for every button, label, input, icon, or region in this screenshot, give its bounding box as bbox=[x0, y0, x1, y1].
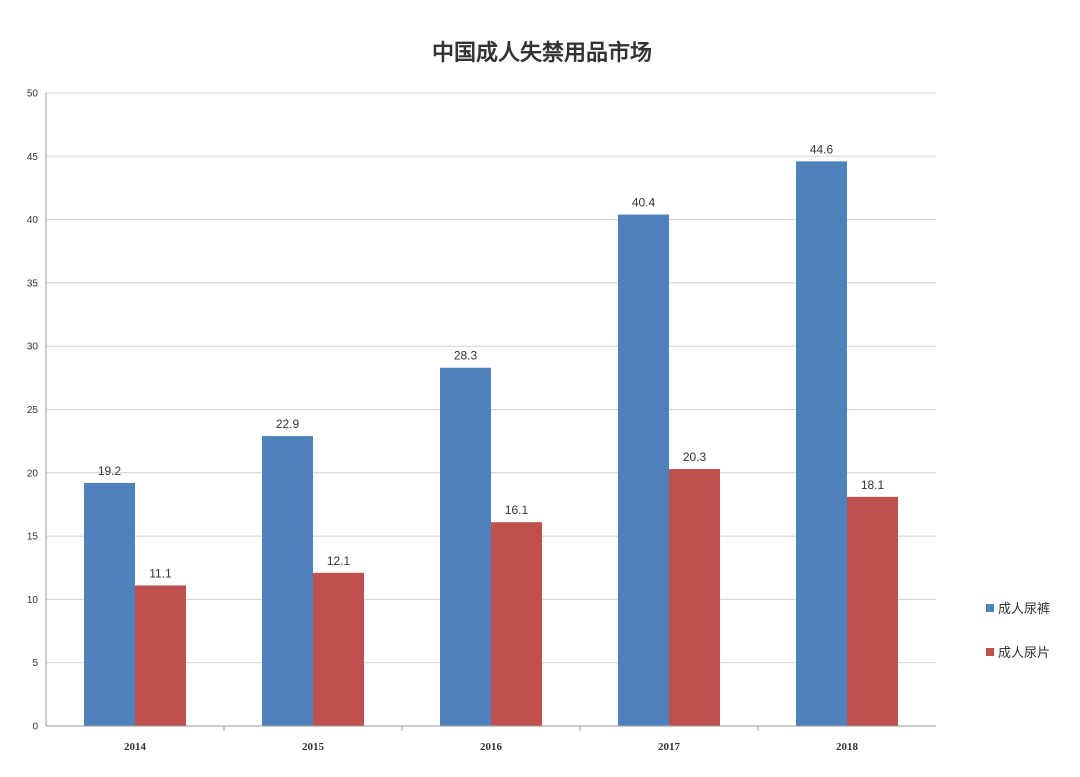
data-label: 16.1 bbox=[505, 503, 529, 517]
x-tick-label: 2014 bbox=[124, 741, 147, 753]
y-tick-label: 5 bbox=[32, 658, 38, 669]
x-tick-label: 2018 bbox=[836, 741, 859, 753]
y-tick-label: 45 bbox=[27, 152, 39, 163]
data-label: 20.3 bbox=[683, 450, 707, 464]
legend-swatch bbox=[986, 604, 994, 612]
bar-series1-2017 bbox=[618, 214, 669, 726]
bar-series1-2015 bbox=[262, 436, 313, 726]
legend-label: 成人尿裤 bbox=[998, 602, 1050, 617]
y-tick-label: 35 bbox=[27, 278, 39, 289]
data-label: 11.1 bbox=[149, 566, 172, 580]
x-tick-label: 2017 bbox=[658, 741, 681, 753]
bar-series1-2014 bbox=[84, 482, 135, 726]
x-axis: 2014 2015 2016 2017 2018 bbox=[46, 725, 936, 753]
y-tick-label: 40 bbox=[27, 215, 39, 226]
y-tick-label: 10 bbox=[27, 595, 39, 606]
data-label: 12.1 bbox=[327, 554, 351, 568]
bar-series2-2016 bbox=[491, 522, 542, 726]
chart-title: 中国成人失禁用品市场 bbox=[432, 40, 652, 66]
y-tick-label: 30 bbox=[27, 342, 39, 353]
data-label: 44.6 bbox=[810, 142, 834, 156]
x-tick-label: 2016 bbox=[480, 741, 503, 753]
bar-series2-2014 bbox=[135, 585, 186, 726]
bar-series2-2015 bbox=[313, 572, 364, 726]
bar-series1-2018 bbox=[796, 161, 847, 726]
bar-series2-2018 bbox=[847, 496, 898, 726]
y-tick-label: 25 bbox=[27, 405, 39, 416]
data-label: 40.4 bbox=[632, 196, 656, 210]
data-label: 22.9 bbox=[276, 417, 300, 431]
data-label: 28.3 bbox=[454, 349, 478, 363]
bar-series1-2016 bbox=[440, 367, 491, 726]
y-tick-label: 15 bbox=[27, 532, 39, 543]
data-label: 18.1 bbox=[861, 478, 885, 492]
y-axis: 0 5 10 15 20 25 30 35 40 45 50 bbox=[27, 89, 47, 733]
x-tick-label: 2015 bbox=[302, 741, 325, 753]
bar-series2-2017 bbox=[669, 469, 720, 726]
legend-label: 成人尿片 bbox=[998, 646, 1050, 661]
legend-swatch bbox=[986, 648, 994, 656]
y-tick-label: 50 bbox=[27, 89, 39, 100]
y-tick-label: 0 bbox=[32, 722, 38, 733]
data-labels: 19.2 11.1 22.9 12.1 28.3 16.1 40.4 20.3 44.6 18.1 bbox=[98, 142, 885, 580]
y-tick-label: 20 bbox=[27, 468, 39, 479]
plot-area bbox=[84, 161, 898, 726]
data-label: 19.2 bbox=[98, 464, 122, 478]
